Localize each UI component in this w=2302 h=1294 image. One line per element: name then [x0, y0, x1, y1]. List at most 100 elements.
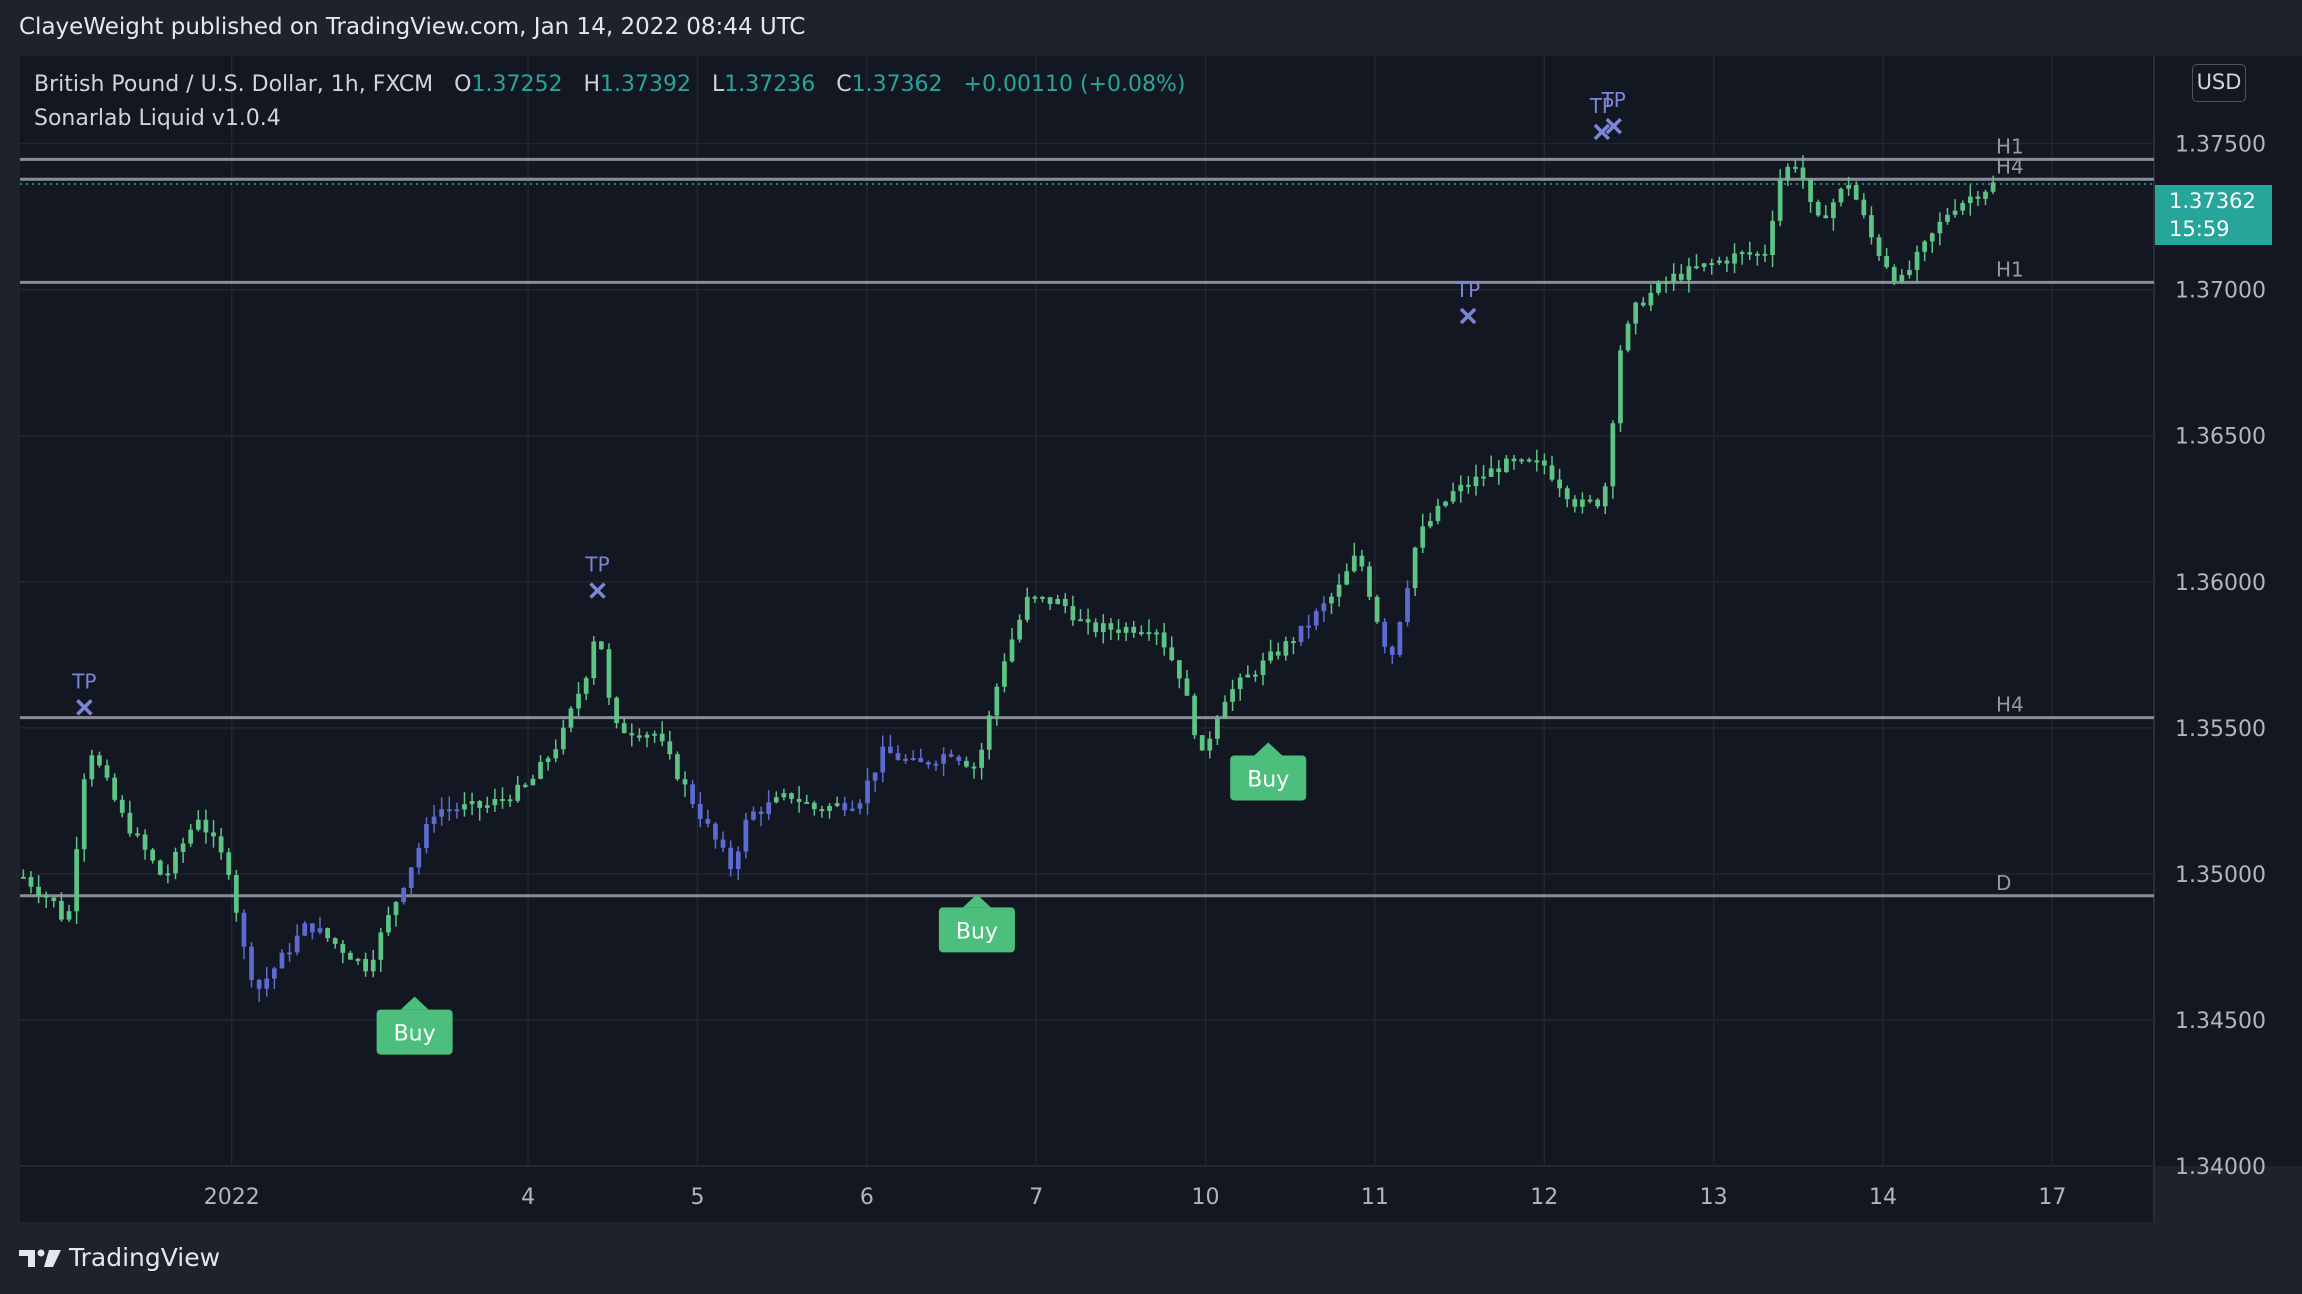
candle-body [682, 779, 688, 785]
candle-body [279, 952, 285, 969]
candle-body [553, 749, 559, 759]
candle-body [1587, 499, 1593, 502]
candle-body [545, 758, 551, 762]
candle-body [888, 746, 893, 754]
candle-body [621, 723, 627, 734]
candle-body [1169, 647, 1175, 661]
candle-body [500, 798, 505, 801]
price-tick-label: 1.34500 [2175, 1009, 2266, 1034]
candle-body [416, 847, 422, 868]
candle-body [1496, 468, 1502, 473]
indicator-row[interactable]: Sonarlab Liquid v1.0.4 [34, 102, 1185, 136]
candle-body [1823, 215, 1829, 219]
buy-signal-label: Buy [956, 919, 998, 944]
candle-body [1443, 501, 1448, 506]
chart-legend: British Pound / U.S. Dollar, 1h, FXCM O 1… [34, 68, 1185, 136]
candle-body [530, 778, 536, 786]
candle-body [211, 832, 216, 837]
candle-body [751, 811, 756, 820]
publish-line: ClayeWeight published on TradingView.com… [19, 14, 806, 40]
candle-body [1488, 468, 1494, 477]
candle-body [599, 641, 604, 650]
candle-body [1709, 263, 1715, 266]
candle-body [1123, 626, 1129, 633]
candle-body [1610, 423, 1616, 487]
indicator-name[interactable]: Sonarlab Liquid v1.0.4 [34, 106, 281, 131]
candle-body [492, 798, 498, 806]
candle-body [1055, 598, 1061, 605]
candle-body [515, 784, 521, 801]
candle-body [28, 876, 34, 887]
candle-body [401, 887, 406, 903]
symbol-name[interactable]: British Pound / U.S. Dollar, 1h, FXCM [34, 72, 434, 97]
candle-body [195, 819, 201, 830]
candle-body [21, 876, 26, 879]
candle-body [1146, 632, 1152, 635]
candle-body [796, 798, 802, 802]
candle-body [1884, 256, 1889, 268]
candle-body [1694, 266, 1699, 269]
candle-body [1815, 201, 1821, 216]
candle-body [203, 819, 209, 833]
time-scale-background [20, 1166, 2154, 1222]
currency-button[interactable]: USD [2192, 64, 2246, 102]
candle-body [705, 818, 711, 824]
low-value: 1.37236 [724, 72, 816, 97]
candle-body [104, 765, 110, 778]
candle-body [1701, 263, 1707, 267]
candle-body [1070, 606, 1076, 621]
open-label: O [454, 72, 472, 97]
buy-signal-box [938, 907, 1015, 953]
candle-body [294, 935, 300, 953]
tradingview-brand[interactable]: TradingView [19, 1243, 220, 1272]
candle-body [1078, 619, 1083, 622]
candle-layer [21, 155, 1996, 1002]
candle-body [287, 952, 292, 955]
buy-arrow-icon [962, 894, 991, 908]
last-price-tag: 1.37362 15:59 [2155, 185, 2272, 245]
candle-body [1663, 281, 1669, 284]
candle-body [522, 784, 528, 787]
candle-body [1435, 505, 1441, 522]
candle-body [188, 829, 194, 844]
buy-signal-box [1230, 755, 1307, 801]
candle-body [1161, 632, 1167, 648]
candle-body [43, 895, 49, 898]
candle-body [1838, 188, 1844, 203]
candle-body [325, 928, 330, 939]
candle-body [241, 912, 247, 947]
buy-signal-label: Buy [394, 1022, 436, 1047]
candle-body [370, 959, 376, 972]
candle-body [1154, 632, 1159, 635]
axis-layer: 1.37500 1.37000 1.36500 1.36000 1.35500 1.350… [204, 133, 2266, 1210]
price-tick-label: 1.36500 [2175, 425, 2266, 450]
liquidity-level-label: H1 [1996, 257, 2024, 281]
tradingview-logo-icon [19, 1249, 61, 1267]
candle-body [652, 733, 657, 736]
candle-body [941, 754, 946, 764]
candle-body [1602, 486, 1608, 507]
candle-body [1336, 584, 1342, 597]
candle-body [462, 804, 467, 810]
candle-body [507, 799, 513, 802]
candle-body [1785, 166, 1791, 181]
candle-body [629, 733, 635, 736]
candle-body [1481, 476, 1486, 479]
tp-label: TP [1455, 278, 1480, 302]
candle-body [1967, 196, 1973, 204]
candle-body [1040, 596, 1045, 599]
price-tick-label: 1.37500 [2175, 133, 2266, 158]
liquidity-level-label: D [1996, 871, 2011, 895]
candle-body [1237, 677, 1243, 690]
time-tick-label: 11 [1361, 1185, 1389, 1210]
candle-body [1085, 619, 1091, 623]
candle-body [1648, 292, 1654, 306]
tp-cross-icon [1593, 123, 1611, 141]
candle-body [386, 915, 391, 933]
candle-body [1762, 253, 1768, 256]
candle-body [1716, 260, 1722, 264]
candle-body [728, 847, 734, 870]
candle-body [1192, 695, 1197, 736]
